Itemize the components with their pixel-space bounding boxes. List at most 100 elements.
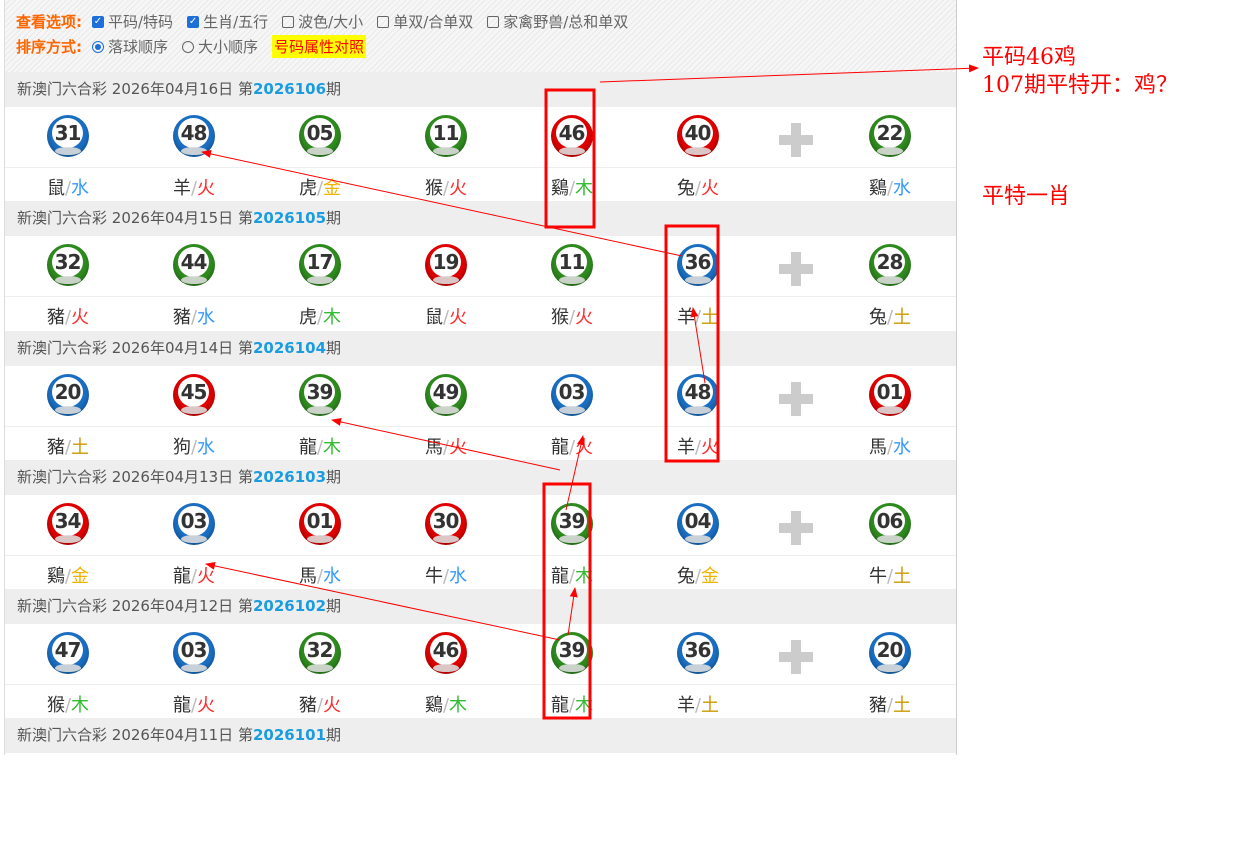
regular-number-ball: 03	[173, 632, 215, 675]
zodiac-element: 馬/火	[425, 433, 467, 459]
view-option-checkbox[interactable]: 波色/大小	[282, 11, 363, 32]
zodiac-element: 龍/火	[551, 433, 593, 459]
checkbox[interactable]	[487, 15, 500, 28]
draw-header: 新澳门六合彩 2026年04月15日 第2026105期	[5, 201, 956, 237]
regular-number-ball: 44	[173, 244, 215, 287]
zodiac-element: 鷄/水	[869, 174, 911, 200]
view-option-checkbox[interactable]: ✓ 生肖/五行	[187, 11, 268, 32]
checkbox[interactable]	[282, 15, 295, 28]
zodiac: 狗	[172, 436, 191, 458]
regular-number-ball: 48	[677, 373, 719, 416]
annotation-note: 107期平特开：鸡？	[982, 73, 1178, 98]
zodiac-element: 兔/火	[677, 174, 719, 200]
zodiac-element: 牛/土	[869, 562, 911, 588]
special-number-ball: 06	[869, 502, 911, 545]
view-option-checkbox[interactable]: 家禽野兽/总和单双	[487, 11, 628, 32]
zodiac-element: 豬/水	[173, 303, 215, 329]
sort-option-radio[interactable]: 落球顺序	[92, 36, 168, 57]
view-options-label: 查看选项:	[16, 13, 82, 31]
element: 火	[701, 178, 720, 199]
zodiac: 龍	[550, 565, 569, 587]
special-number-ball: 20	[869, 632, 911, 675]
ball-number: 30	[430, 505, 461, 536]
issue-number[interactable]: 2026105	[252, 209, 327, 228]
zodiac: 鷄	[46, 565, 65, 587]
zodiac-element: 龍/火	[173, 691, 215, 717]
issue-number[interactable]: 2026102	[252, 597, 327, 616]
separator: /	[64, 565, 72, 587]
issue-suffix: 期	[326, 726, 342, 745]
zodiac: 豬	[46, 307, 65, 329]
element: 金	[71, 565, 90, 587]
ball-number: 11	[430, 118, 461, 148]
draw-block: 新澳门六合彩 2026年04月13日 第2026103期 34 03 01 30 39 04…	[5, 459, 956, 589]
plus-icon	[779, 123, 813, 157]
radio[interactable]	[182, 40, 195, 53]
view-option-checkbox[interactable]: ✓ 平码/特码	[92, 11, 173, 32]
special-number-ball: 01	[869, 373, 911, 416]
zodiac-element: 龍/木	[299, 433, 341, 459]
element: 木	[575, 565, 594, 587]
ball-number: 17	[304, 247, 335, 278]
regular-number-ball: 31	[47, 115, 89, 157]
separator: /	[694, 178, 702, 199]
zodiac-element: 猴/木	[47, 691, 89, 717]
zodiac-row: 猴/木 龍/火 豬/火 鷄/木 龍/木 羊/土 豬/土	[5, 685, 956, 719]
draw-block: 新澳门六合彩 2026年04月16日 第2026106期 31 48 05 11 46 40…	[5, 72, 956, 201]
ball-number: 01	[874, 376, 905, 407]
zodiac-element: 猴/火	[551, 303, 593, 329]
lottery-name: 新澳门六合彩	[17, 467, 108, 486]
zodiac: 豬	[868, 695, 887, 717]
element: 木	[323, 436, 342, 458]
zodiac-element: 馬/水	[299, 562, 341, 588]
regular-number-ball: 03	[551, 373, 593, 416]
zodiac-element: 馬/水	[869, 433, 911, 459]
separator: /	[694, 565, 702, 587]
issue-prefix: 第	[237, 597, 253, 616]
checkbox[interactable]	[377, 15, 390, 28]
regular-number-ball: 17	[299, 244, 341, 287]
element: 土	[71, 436, 90, 458]
ball-number: 01	[304, 505, 335, 536]
ball-number: 05	[304, 118, 335, 148]
regular-number-ball: 32	[299, 632, 341, 675]
element: 水	[197, 307, 216, 329]
ball-number: 39	[556, 505, 587, 536]
ball-row: 32 44 17 19 11 36 28	[5, 236, 956, 298]
ball-row: 34 03 01 30 39 04 06	[5, 495, 956, 556]
draw-header: 新澳门六合彩 2026年04月12日 第2026102期	[5, 589, 956, 625]
issue-prefix: 第	[237, 80, 253, 98]
element: 火	[449, 307, 468, 329]
zodiac-element: 鼠/水	[47, 174, 89, 200]
zodiac-element: 兔/土	[869, 303, 911, 329]
zodiac-element: 鷄/金	[47, 562, 89, 588]
issue-number[interactable]: 2026101	[252, 726, 327, 745]
zodiac-element: 鼠/火	[425, 303, 467, 329]
lottery-name: 新澳门六合彩	[17, 80, 108, 98]
zodiac-element: 羊/土	[677, 303, 719, 329]
checkbox[interactable]: ✓	[92, 15, 104, 28]
separator: /	[190, 178, 198, 199]
issue-number[interactable]: 2026106	[252, 80, 327, 98]
issue-number[interactable]: 2026103	[252, 467, 327, 486]
separator: /	[442, 307, 450, 329]
element: 火	[575, 436, 594, 458]
sort-option-radio[interactable]: 大小顺序	[182, 36, 258, 57]
view-option-checkbox[interactable]: 单双/合单双	[377, 11, 473, 32]
zodiac: 豬	[46, 436, 65, 458]
element: 火	[197, 178, 216, 199]
issue-number[interactable]: 2026104	[252, 338, 327, 357]
radio[interactable]	[92, 40, 104, 53]
ball-number: 20	[874, 635, 905, 666]
draw-block: 新澳门六合彩 2026年04月11日 第2026101期	[5, 718, 956, 847]
regular-number-ball: 30	[425, 502, 467, 545]
ball-number: 19	[430, 247, 461, 278]
attribute-table-link[interactable]: 号码属性对照	[272, 35, 367, 58]
checkbox[interactable]: ✓	[187, 15, 200, 28]
option-label: 生肖/五行	[203, 13, 269, 31]
separator: /	[316, 695, 324, 717]
zodiac-element: 龍/火	[173, 562, 215, 588]
plus-icon	[779, 640, 813, 675]
element: 水	[71, 178, 90, 199]
regular-number-ball: 39	[299, 373, 341, 416]
